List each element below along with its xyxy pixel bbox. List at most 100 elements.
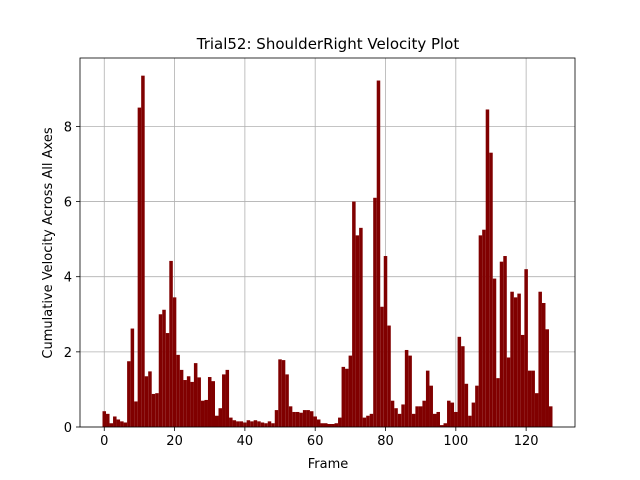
chart-title: Trial52: ShoulderRight Velocity Plot (196, 35, 460, 53)
y-axis-label: Cumulative Velocity Across All Axes (41, 127, 56, 358)
x-tick-label: 120 (514, 434, 539, 449)
bar (320, 423, 324, 427)
y-tick-label: 4 (64, 271, 72, 286)
bar (489, 152, 493, 428)
y-tick-label: 0 (64, 421, 72, 436)
bar (513, 297, 518, 427)
bar (468, 415, 472, 427)
bar (404, 349, 409, 427)
bar (369, 413, 374, 427)
bar (376, 80, 381, 427)
bar (331, 423, 335, 427)
bar (176, 354, 180, 427)
bar (541, 302, 546, 427)
bar (243, 422, 247, 427)
bar (401, 404, 405, 427)
x-tick-label: 60 (307, 434, 324, 449)
x-tick-label: 20 (166, 434, 183, 449)
bar (127, 361, 131, 427)
bar (169, 260, 173, 427)
bar (383, 256, 388, 427)
bar (281, 360, 286, 427)
bar (436, 411, 440, 427)
bar (236, 421, 240, 427)
bar (352, 201, 356, 427)
bars (102, 75, 553, 428)
bar (545, 329, 549, 427)
bar (207, 377, 212, 427)
bar (327, 423, 332, 427)
bar (134, 401, 138, 427)
bar (123, 422, 128, 427)
bar (183, 380, 187, 427)
bar (130, 328, 135, 427)
bar (345, 368, 349, 427)
bar (531, 370, 535, 427)
bar (447, 400, 451, 427)
bar (503, 256, 507, 427)
bar (464, 383, 469, 427)
bar (295, 411, 300, 427)
bar (496, 378, 500, 427)
bar (394, 408, 398, 427)
bar (429, 385, 433, 427)
bar (137, 107, 142, 427)
bar (232, 420, 237, 427)
bar (373, 197, 377, 427)
bar (422, 400, 426, 427)
bar (144, 376, 149, 427)
bar (155, 393, 159, 427)
bar (151, 393, 156, 427)
bar (299, 412, 303, 427)
bar (113, 416, 117, 427)
bar (538, 291, 542, 427)
bar (425, 370, 430, 427)
bar (408, 355, 412, 427)
bar (302, 410, 307, 427)
bar (323, 423, 328, 427)
bar (218, 408, 223, 427)
bar (338, 417, 342, 427)
bar (461, 346, 465, 427)
bar (341, 366, 346, 427)
bar (306, 410, 310, 427)
bar (165, 333, 170, 427)
bar (506, 357, 511, 427)
bar (179, 369, 184, 427)
bar (443, 423, 448, 427)
ticks: 0 20 40 60 80 100 120 0 2 4 6 8 (64, 120, 539, 449)
bar (309, 411, 314, 427)
bar (510, 291, 514, 427)
bar (517, 293, 521, 427)
x-tick-label: 0 (100, 434, 108, 449)
bar (292, 411, 296, 427)
axes-frame (79, 57, 576, 428)
y-tick-label: 6 (64, 196, 72, 211)
bar (172, 297, 177, 427)
bar (334, 423, 339, 427)
bar (432, 413, 437, 427)
bar (440, 425, 444, 427)
x-tick-label: 80 (377, 434, 394, 449)
bar (380, 306, 384, 427)
y-tick-label: 2 (64, 346, 72, 361)
bar (260, 422, 265, 427)
bar (359, 227, 363, 427)
bar (411, 413, 416, 427)
bar (162, 309, 166, 427)
bar (102, 411, 107, 427)
bar (471, 402, 476, 427)
bar (253, 420, 258, 427)
bar (450, 402, 455, 427)
bar (415, 406, 419, 427)
bar (186, 376, 191, 427)
bar (250, 421, 254, 427)
bar (492, 278, 497, 427)
bar (499, 261, 504, 427)
y-tick-label: 8 (64, 120, 72, 135)
bar (257, 421, 261, 427)
bar (225, 369, 230, 427)
bar (271, 423, 275, 427)
bar (109, 423, 114, 427)
bar (200, 400, 205, 427)
